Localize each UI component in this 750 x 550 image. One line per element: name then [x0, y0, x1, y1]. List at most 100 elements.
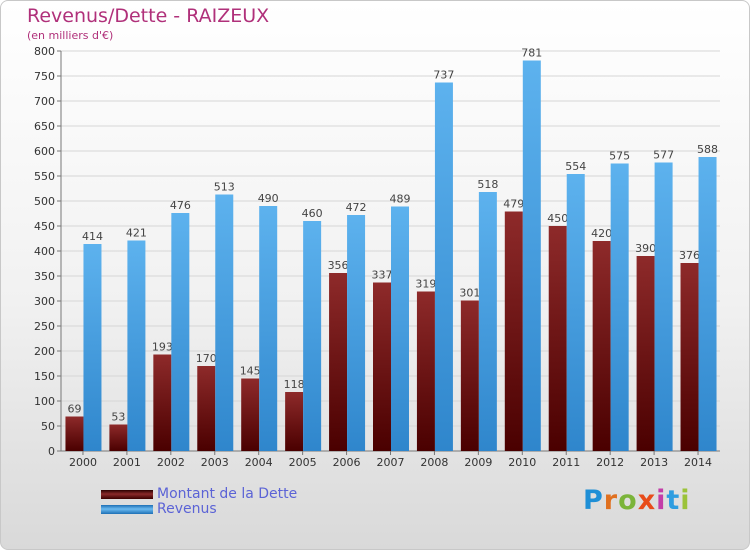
data-label-revenus: 577	[653, 149, 674, 162]
y-tick-label: 500	[34, 195, 55, 208]
data-label-revenus: 460	[302, 207, 323, 220]
data-label-dette: 450	[547, 212, 568, 225]
x-tick-label: 2014	[684, 456, 712, 469]
bar-revenus	[610, 163, 629, 451]
bar-revenus	[215, 194, 234, 451]
y-tick-label: 100	[34, 395, 55, 408]
x-tick-label: 2011	[552, 456, 580, 469]
bar-dette	[153, 354, 172, 451]
x-tick-label: 2010	[508, 456, 536, 469]
data-label-dette: 319	[415, 278, 436, 291]
data-label-dette: 170	[196, 352, 217, 365]
bar-dette	[460, 300, 479, 451]
bar-dette	[636, 256, 655, 451]
data-label-dette: 390	[635, 242, 656, 255]
logo-letter: r	[603, 485, 619, 516]
data-label-revenus: 476	[170, 199, 191, 212]
data-label-dette: 420	[591, 227, 612, 240]
data-label-dette: 479	[503, 198, 524, 211]
data-label-dette: 356	[328, 259, 349, 272]
data-label-revenus: 737	[433, 69, 454, 82]
x-tick-label: 2003	[201, 456, 229, 469]
data-label-revenus: 490	[258, 192, 279, 205]
x-tick-label: 2002	[157, 456, 185, 469]
bar-revenus	[434, 82, 453, 451]
legend-swatch-dette	[101, 490, 153, 499]
bar-dette	[680, 263, 699, 451]
legend-label-revenus: Revenus	[157, 501, 217, 517]
chart-title: Revenus/Dette - RAIZEUX	[27, 5, 270, 27]
data-label-revenus: 575	[609, 150, 630, 163]
bar-revenus	[478, 192, 497, 451]
x-tick-label: 2013	[640, 456, 668, 469]
data-label-revenus: 518	[477, 178, 498, 191]
bar-revenus	[347, 215, 366, 451]
logo-letter: i	[656, 485, 667, 516]
y-tick-label: 50	[41, 420, 55, 433]
y-tick-label: 150	[34, 370, 55, 383]
data-label-revenus: 472	[346, 201, 367, 214]
data-label-dette: 376	[679, 249, 700, 262]
bar-revenus	[259, 206, 278, 451]
data-label-revenus: 489	[390, 193, 411, 206]
y-tick-label: 600	[34, 145, 55, 158]
x-tick-label: 2008	[420, 456, 448, 469]
y-tick-label: 750	[34, 70, 55, 83]
legend-label-dette: Montant de la Dette	[157, 486, 298, 502]
x-tick-label: 2000	[69, 456, 97, 469]
bar-dette	[329, 273, 348, 451]
y-tick-label: 250	[34, 320, 55, 333]
y-tick-label: 400	[34, 245, 55, 258]
x-tick-label: 2001	[113, 456, 141, 469]
y-tick-label: 700	[34, 95, 55, 108]
data-label-dette: 118	[284, 378, 305, 391]
bar-revenus	[566, 174, 585, 451]
legend-swatch-revenus	[101, 505, 153, 514]
bar-dette	[65, 416, 84, 451]
bar-dette	[241, 378, 260, 451]
bar-revenus	[83, 244, 102, 451]
x-tick-label: 2009	[464, 456, 492, 469]
data-label-revenus: 588	[697, 143, 718, 156]
data-label-dette: 53	[111, 411, 125, 424]
data-label-revenus: 414	[82, 230, 103, 243]
data-label-revenus: 421	[126, 227, 147, 240]
bar-dette	[197, 366, 216, 451]
x-tick-label: 2007	[377, 456, 405, 469]
chart-subtitle: (en milliers d'€)	[27, 29, 114, 42]
y-tick-label: 200	[34, 345, 55, 358]
data-label-dette: 337	[372, 269, 393, 282]
bar-dette	[548, 226, 567, 451]
bar-revenus	[303, 221, 322, 451]
bar-revenus	[654, 162, 673, 451]
data-label-dette: 69	[67, 403, 81, 416]
bar-dette	[285, 392, 304, 451]
y-tick-label: 0	[48, 445, 55, 458]
data-label-revenus: 554	[565, 160, 586, 173]
y-tick-label: 800	[34, 45, 55, 58]
x-tick-label: 2012	[596, 456, 624, 469]
bar-revenus	[698, 157, 717, 451]
data-label-revenus: 781	[521, 47, 542, 60]
proxiti-logo: Proxiti	[583, 485, 691, 516]
data-label-dette: 193	[152, 341, 173, 354]
y-tick-label: 650	[34, 120, 55, 133]
bar-dette	[416, 291, 435, 451]
y-tick-label: 450	[34, 220, 55, 233]
x-tick-label: 2004	[245, 456, 273, 469]
x-tick-label: 2006	[333, 456, 361, 469]
bar-revenus	[391, 206, 409, 451]
bar-revenus	[522, 60, 541, 451]
logo-letter: i	[680, 485, 691, 516]
y-tick-label: 350	[34, 270, 55, 283]
bar-revenus	[127, 240, 146, 451]
logo-letter: x	[637, 485, 657, 516]
y-tick-label: 550	[34, 170, 55, 183]
bar-dette	[592, 241, 611, 451]
bar-dette	[373, 282, 391, 451]
y-tick-label: 300	[34, 295, 55, 308]
x-tick-label: 2005	[289, 456, 317, 469]
logo-letter: P	[583, 485, 604, 516]
